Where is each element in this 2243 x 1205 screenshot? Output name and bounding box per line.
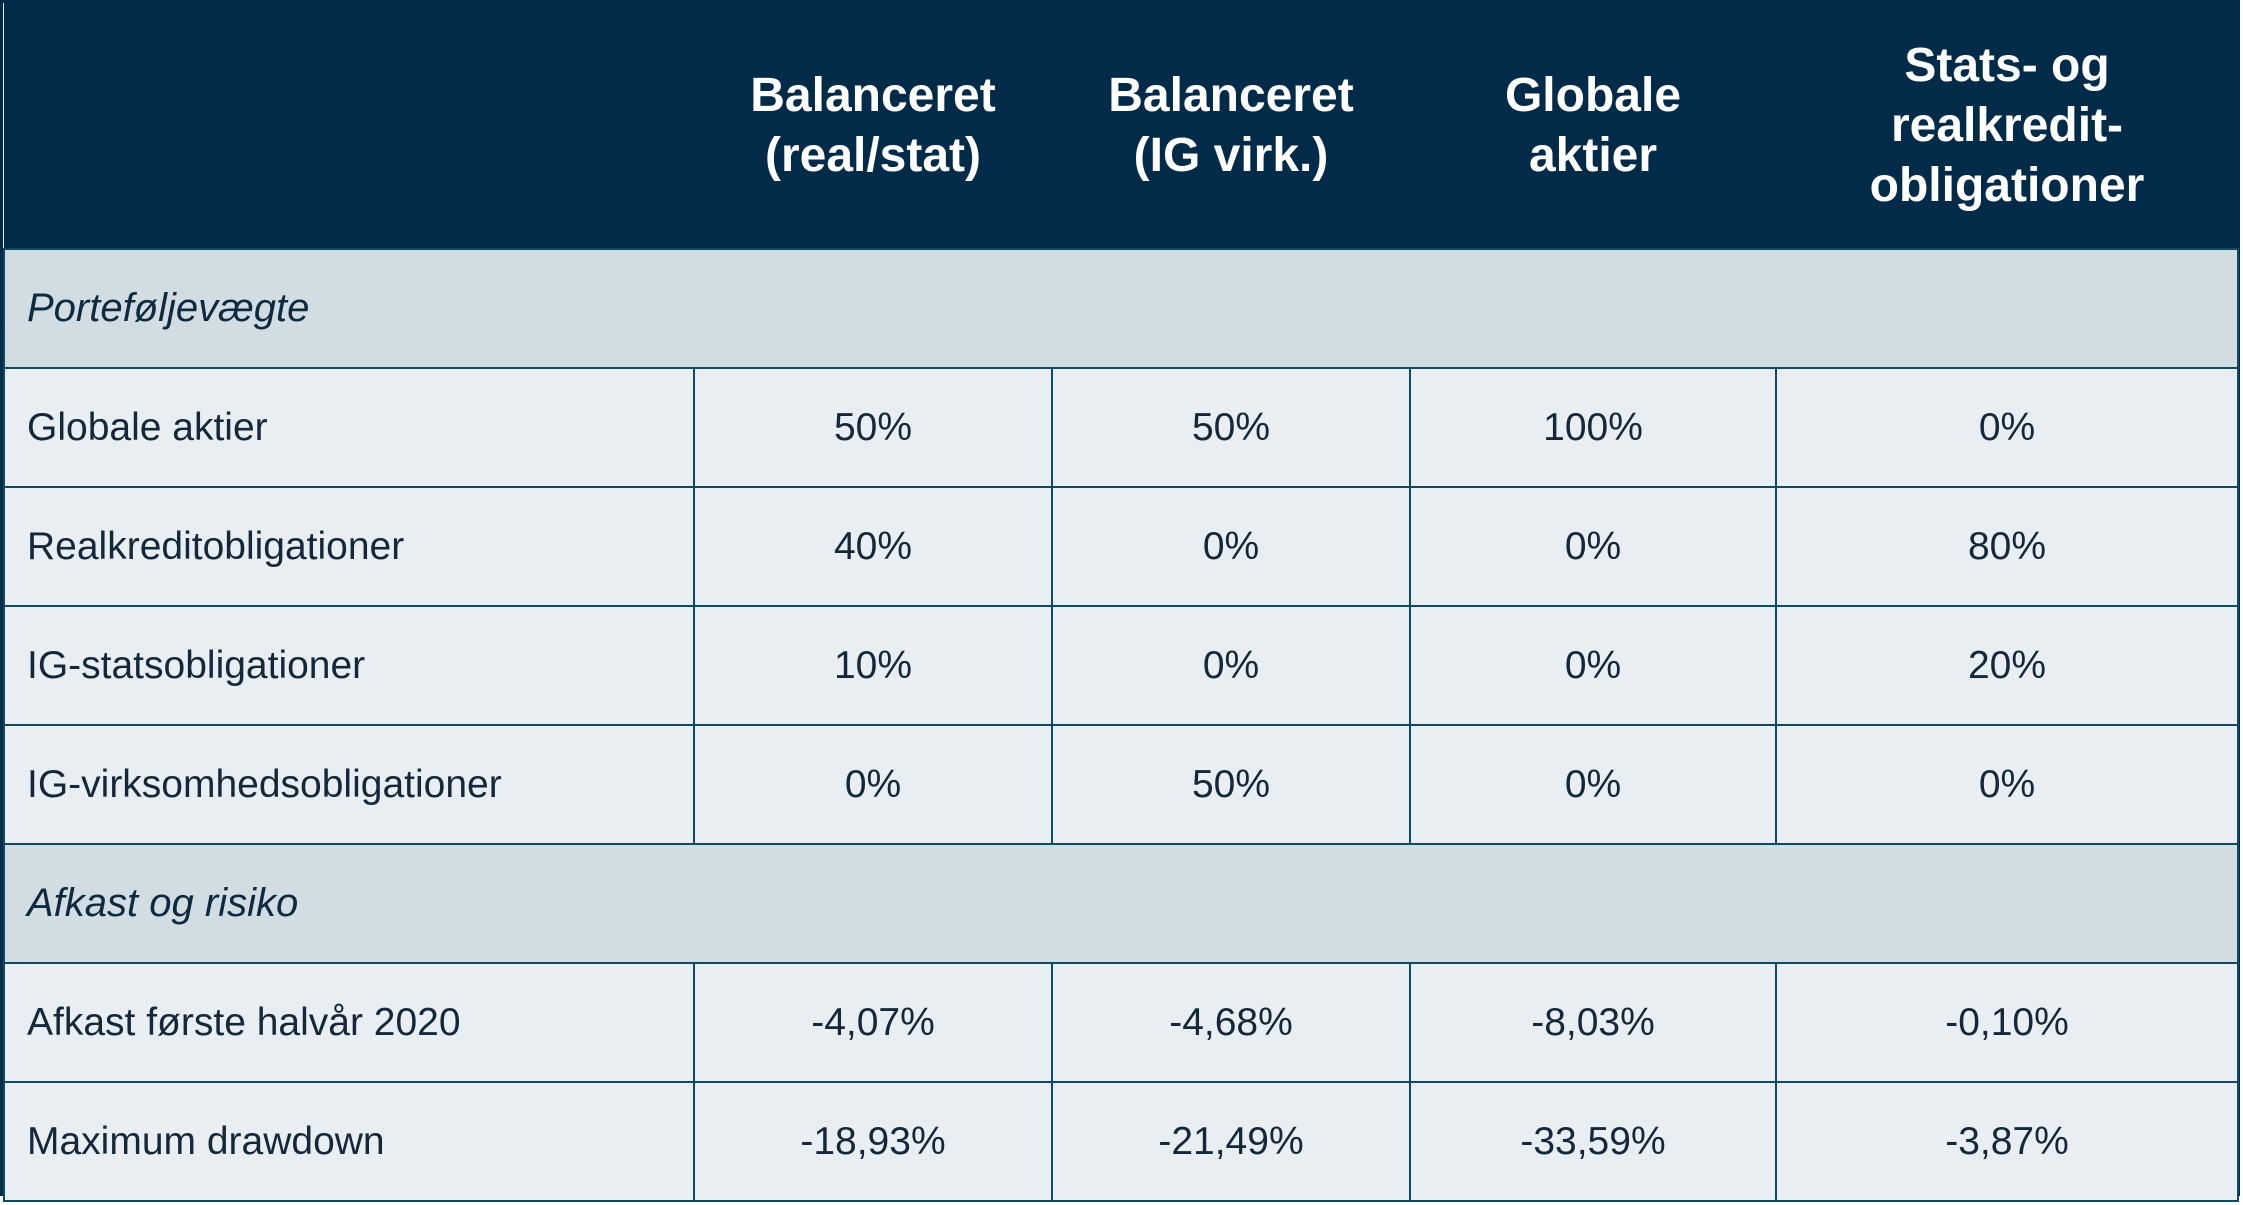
table-row: IG-virksomhedsobligationer 0% 50% 0% 0% xyxy=(3,724,2239,845)
table-cell: -8,03% xyxy=(1409,962,1777,1083)
header-line: aktier xyxy=(1528,128,1658,182)
header-balanceret-real-stat: Balanceret (real/stat) xyxy=(694,3,1052,249)
table-cell: -18,93% xyxy=(693,1081,1053,1202)
table-cell: 20% xyxy=(1775,605,2239,726)
header-line: obligationer xyxy=(1869,158,2145,212)
section-title: Porteføljevægte xyxy=(3,248,2239,369)
section-row-portefoljevaegte: Porteføljevægte xyxy=(3,248,2239,369)
header-line: Stats- og xyxy=(1904,38,2110,92)
table-cell: 10% xyxy=(693,605,1053,726)
table-row: Maximum drawdown -18,93% -21,49% -33,59%… xyxy=(3,1081,2239,1202)
header-line: (real/stat) xyxy=(764,128,982,182)
row-label: Maximum drawdown xyxy=(3,1081,695,1202)
table-row: IG-statsobligationer 10% 0% 0% 20% xyxy=(3,605,2239,726)
table-cell: 0% xyxy=(1775,367,2239,488)
table-cell: -21,49% xyxy=(1051,1081,1411,1202)
header-line: Balanceret xyxy=(1108,68,1354,122)
header-line: realkredit- xyxy=(1890,98,2124,152)
table-row: Realkreditobligationer 40% 0% 0% 80% xyxy=(3,486,2239,607)
table-header-row: Balanceret (real/stat) Balanceret (IG vi… xyxy=(4,3,2238,249)
header-corner-cell xyxy=(4,3,694,249)
table-cell: 50% xyxy=(1051,724,1411,845)
header-line: Globale xyxy=(1504,68,1682,122)
header-balanceret-ig-virk: Balanceret (IG virk.) xyxy=(1052,3,1410,249)
table-cell: 40% xyxy=(693,486,1053,607)
table-cell: 0% xyxy=(1409,605,1777,726)
row-label: Afkast første halvår 2020 xyxy=(3,962,695,1083)
table-cell: -4,68% xyxy=(1051,962,1411,1083)
table-cell: 0% xyxy=(1409,724,1777,845)
table-cell: -33,59% xyxy=(1409,1081,1777,1202)
row-label: Realkreditobligationer xyxy=(3,486,695,607)
table-cell: 80% xyxy=(1775,486,2239,607)
section-row-afkast-og-risiko: Afkast og risiko xyxy=(3,843,2239,964)
table-cell: -3,87% xyxy=(1775,1081,2239,1202)
header-line: (IG virk.) xyxy=(1133,128,1329,182)
table-cell: -4,07% xyxy=(693,962,1053,1083)
table-cell: 100% xyxy=(1409,367,1777,488)
header-stats-og-realkredit: Stats- og realkredit- obligationer xyxy=(1776,3,2238,249)
table-cell: 0% xyxy=(1051,486,1411,607)
header-globale-aktier: Globale aktier xyxy=(1410,3,1776,249)
table-cell: 0% xyxy=(1051,605,1411,726)
row-label: Globale aktier xyxy=(3,367,695,488)
row-label: IG-statsobligationer xyxy=(3,605,695,726)
row-label: IG-virksomhedsobligationer xyxy=(3,724,695,845)
table-cell: 0% xyxy=(1775,724,2239,845)
table-cell: 0% xyxy=(693,724,1053,845)
portfolio-table: Balanceret (real/stat) Balanceret (IG vi… xyxy=(3,3,2239,1202)
table-cell: 50% xyxy=(1051,367,1411,488)
header-line: Balanceret xyxy=(750,68,996,122)
table-cell: 50% xyxy=(693,367,1053,488)
section-title: Afkast og risiko xyxy=(3,843,2239,964)
table-cell: 0% xyxy=(1409,486,1777,607)
table-row: Globale aktier 50% 50% 100% 0% xyxy=(3,367,2239,488)
table-cell: -0,10% xyxy=(1775,962,2239,1083)
table-row: Afkast første halvår 2020 -4,07% -4,68% … xyxy=(3,962,2239,1083)
